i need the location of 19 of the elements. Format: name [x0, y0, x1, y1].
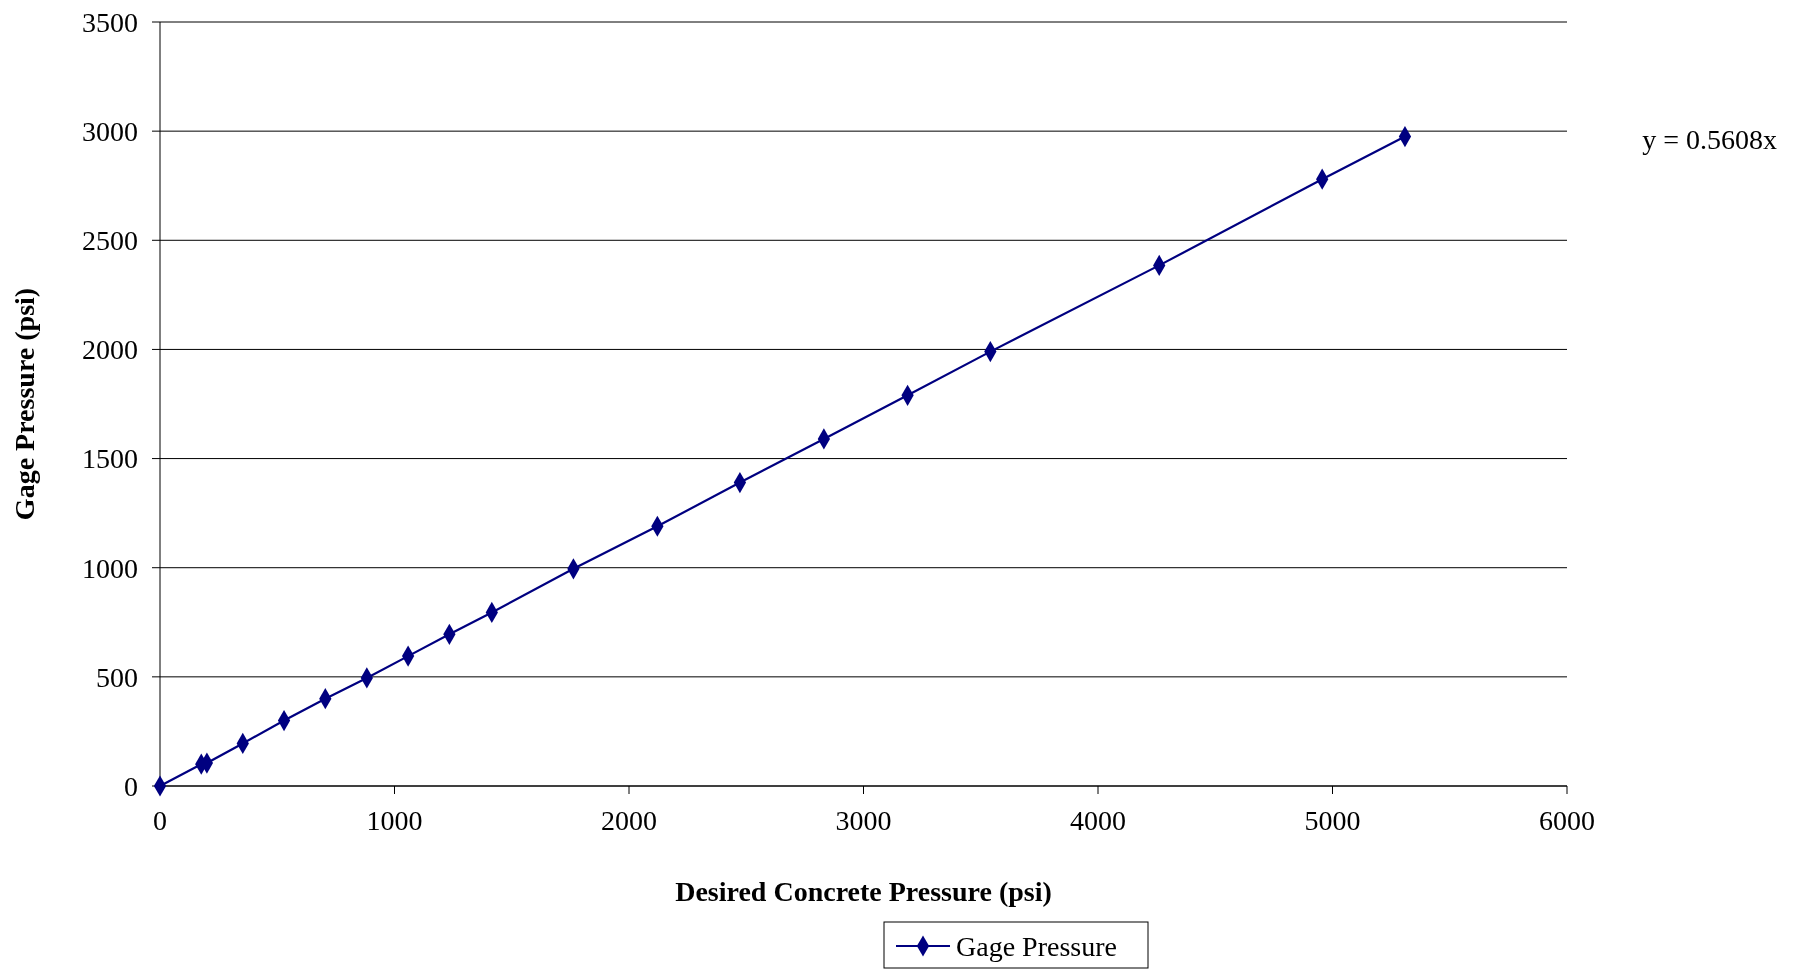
y-axis-title: Gage Pressure (psi): [9, 287, 40, 521]
y-tick-label: 2500: [82, 225, 138, 257]
y-tick-label: 2000: [82, 334, 138, 366]
x-tick-label: 1000: [366, 805, 423, 836]
x-tick-label: 0: [153, 805, 167, 836]
y-tick-label: 500: [96, 661, 138, 693]
y-tick-label: 1500: [82, 443, 138, 475]
x-tick-label: 6000: [1539, 805, 1595, 836]
y-tick-label: 3500: [82, 6, 138, 38]
y-tick-label: 1000: [82, 552, 138, 584]
x-tick-label: 2000: [601, 805, 657, 836]
y-tick-label: 3000: [82, 115, 138, 147]
y-tick-label: 0: [124, 770, 138, 802]
x-axis-title: Desired Concrete Pressure (psi): [675, 876, 1052, 907]
legend-label: Gage Pressure: [956, 930, 1117, 962]
x-tick-label: 4000: [1070, 805, 1126, 836]
x-tick-label: 5000: [1304, 805, 1361, 836]
text: y = 0.5608x: [1642, 124, 1777, 156]
x-tick-label: 3000: [835, 805, 892, 836]
